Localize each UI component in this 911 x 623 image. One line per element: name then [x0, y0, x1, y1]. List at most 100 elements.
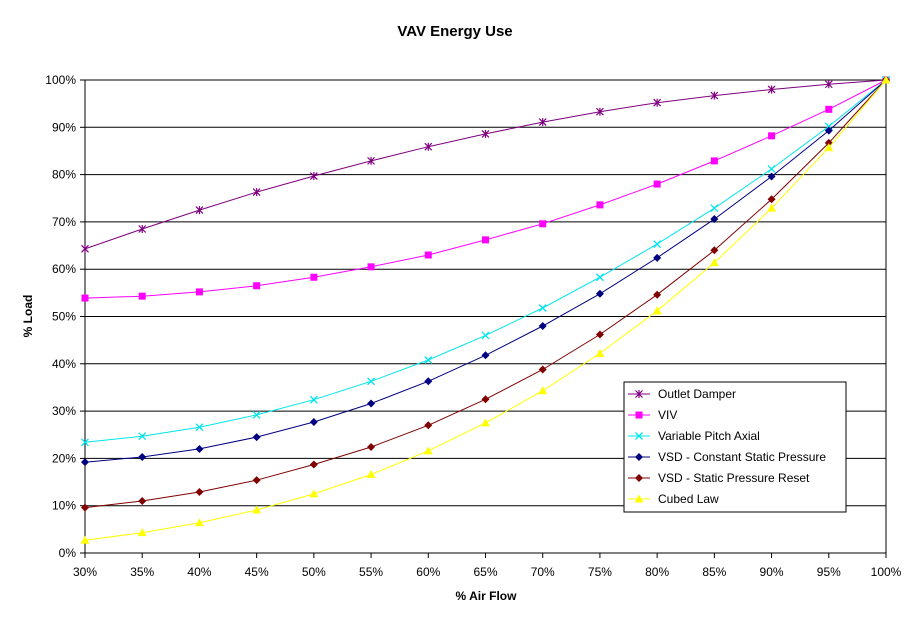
y-tick-label: 100%	[45, 73, 76, 87]
data-point	[824, 143, 834, 152]
data-point	[137, 528, 147, 537]
data-point	[653, 180, 661, 188]
data-point	[309, 172, 318, 181]
x-tick-label: 85%	[702, 565, 726, 579]
data-point	[138, 292, 146, 300]
series-lines	[80, 75, 891, 544]
x-tick-label: 100%	[871, 565, 902, 579]
data-point	[424, 421, 433, 430]
data-point	[424, 377, 433, 386]
legend-item: VIV	[628, 408, 677, 422]
data-point	[194, 518, 204, 527]
data-point	[367, 443, 376, 452]
x-axis-title: % Air Flow	[456, 589, 518, 603]
series-cubed-law	[80, 75, 891, 544]
data-point	[81, 458, 89, 467]
x-axis: 30% 35% 40% 45% 50% 55% 60% 65% 70% 75% 80% 85% 90% 9…	[73, 553, 902, 579]
y-axis: 0% 10% 20% 30% 40% 50% 60% 70% 80% 90% 100%	[45, 73, 85, 560]
x-tick-label: 80%	[645, 565, 669, 579]
y-tick-label: 10%	[52, 499, 76, 513]
data-point	[767, 203, 777, 212]
data-point	[252, 188, 261, 197]
data-point	[423, 446, 433, 455]
data-point	[595, 348, 605, 357]
y-tick-label: 50%	[52, 310, 76, 324]
data-point	[538, 321, 547, 330]
data-point	[138, 224, 147, 233]
data-point	[595, 289, 604, 298]
series-line	[84, 79, 887, 299]
data-point	[367, 156, 375, 165]
y-tick-label: 60%	[52, 262, 76, 276]
data-point	[767, 85, 776, 94]
legend-label: Cubed Law	[658, 492, 719, 506]
data-point	[539, 220, 547, 228]
data-point	[824, 126, 833, 135]
legend-label: Outlet Damper	[658, 387, 736, 401]
y-axis-title: % Load	[21, 295, 35, 338]
data-point	[653, 253, 662, 262]
data-point	[595, 273, 604, 282]
data-point	[710, 246, 719, 255]
data-point	[767, 164, 776, 173]
legend-swatch-marker	[635, 432, 643, 440]
data-point	[767, 195, 776, 204]
data-point	[424, 356, 433, 364]
data-point	[881, 75, 891, 84]
x-tick-label: 50%	[302, 565, 326, 579]
series-viv	[81, 76, 890, 302]
data-point	[481, 331, 490, 340]
data-point	[596, 201, 604, 209]
data-point	[309, 460, 318, 469]
x-tick-label: 40%	[187, 565, 211, 579]
data-point	[710, 215, 719, 224]
data-point	[710, 157, 718, 165]
data-point	[595, 330, 604, 339]
legend: Outlet Damper VIV Variable Pitch Axial VSD …	[623, 381, 847, 513]
legend-label: VIV	[658, 408, 677, 422]
data-point	[195, 206, 204, 215]
data-point	[138, 496, 147, 505]
data-point	[538, 386, 548, 395]
x-tick-label: 30%	[73, 565, 97, 579]
data-point	[81, 244, 89, 253]
data-point	[481, 129, 490, 138]
data-point	[81, 294, 89, 302]
legend-swatch-marker	[635, 390, 643, 398]
data-point	[424, 251, 432, 259]
y-tick-label: 70%	[52, 215, 76, 229]
x-tick-label: 75%	[588, 565, 612, 579]
data-point	[366, 469, 376, 478]
data-point	[309, 417, 318, 426]
data-point	[709, 258, 719, 267]
x-tick-label: 35%	[130, 565, 154, 579]
data-point	[653, 290, 662, 299]
legend-item: Outlet Damper	[628, 387, 736, 401]
data-point	[252, 410, 261, 419]
legend-item: Variable Pitch Axial	[628, 429, 760, 443]
x-tick-label: 55%	[359, 565, 383, 579]
data-point	[824, 80, 833, 89]
data-point	[252, 476, 261, 485]
data-point	[653, 240, 662, 249]
series-line	[84, 79, 887, 250]
series-vsd-constant-static-pressure	[81, 76, 890, 467]
data-point	[481, 395, 490, 404]
data-point	[252, 433, 261, 442]
data-point	[768, 132, 776, 140]
legend-item: VSD - Static Pressure Reset	[628, 471, 810, 485]
legend-box	[623, 381, 847, 513]
y-tick-label: 90%	[52, 120, 76, 134]
data-point	[252, 505, 262, 514]
data-point	[825, 105, 833, 113]
legend-swatch-marker	[634, 494, 644, 503]
x-tick-label: 70%	[531, 565, 555, 579]
y-tick-label: 80%	[52, 168, 76, 182]
data-point	[538, 118, 547, 127]
data-point	[424, 142, 433, 151]
data-point	[195, 288, 203, 296]
chart-title: VAV Energy Use	[397, 23, 512, 40]
data-point	[652, 306, 662, 315]
